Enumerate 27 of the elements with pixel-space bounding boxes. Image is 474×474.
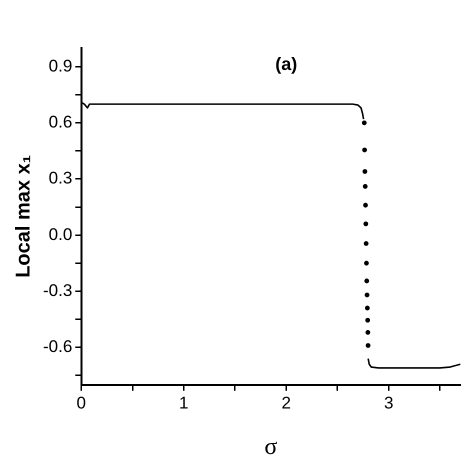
point: [363, 221, 368, 226]
x-tick-label: 2: [281, 394, 291, 413]
y-tick-label: -0.3: [42, 280, 72, 300]
chart-title: (a): [275, 54, 298, 74]
point: [362, 169, 368, 174]
point: [364, 278, 370, 284]
point: [362, 120, 367, 126]
point: [364, 260, 369, 266]
point: [364, 306, 370, 310]
y-tick-label: 0.9: [48, 56, 72, 76]
point: [363, 202, 368, 208]
point: [365, 330, 370, 335]
y-tick-label: 0.0: [48, 224, 72, 244]
point: [362, 148, 367, 152]
point: [365, 318, 370, 323]
y-axis-title: Local max x₁: [12, 155, 35, 278]
point: [362, 184, 368, 189]
x-axis-title: σ: [264, 434, 278, 460]
point: [364, 292, 370, 298]
x-tick-label: 3: [384, 394, 394, 413]
x-tick-label: 1: [179, 394, 188, 413]
y-tick-label: -0.6: [42, 337, 72, 356]
point: [364, 241, 369, 246]
point: [366, 343, 370, 348]
y-tick-label: 0.3: [48, 168, 72, 188]
y-tick-label: 0.6: [48, 112, 72, 132]
x-tick-label: 0: [76, 394, 86, 413]
